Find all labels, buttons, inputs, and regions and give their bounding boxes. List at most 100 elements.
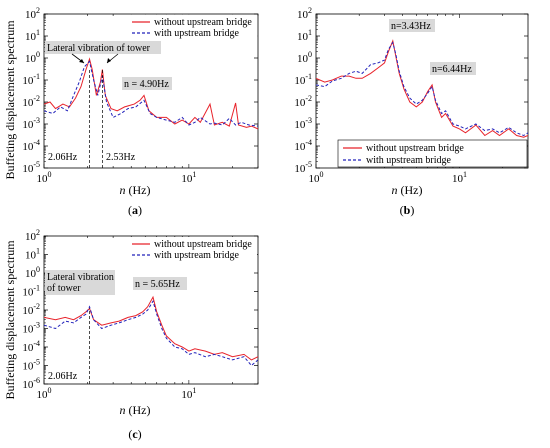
y-tick-exp-b: -4 xyxy=(305,138,312,147)
y-tick-base-b: 10 xyxy=(297,53,309,65)
vline-label-c-0: 2.06Hz xyxy=(48,371,78,382)
xlabel-a: n (Hz) xyxy=(120,183,151,197)
peak-label-a: n = 4.90Hz xyxy=(124,79,169,90)
y-tick-label-a: 10-4 xyxy=(22,138,40,153)
y-tick-exp-c: -5 xyxy=(33,358,40,367)
legend-label-c-0: without upstream bridge xyxy=(154,239,252,250)
panel-label-c: (c) xyxy=(128,427,141,441)
x-tick-base-a: 10 xyxy=(37,173,49,185)
x-tick-base-c: 10 xyxy=(37,389,49,401)
peak-box-a xyxy=(122,77,172,90)
y-tick-label-c: 10-4 xyxy=(22,339,40,354)
y-tick-base-a: 10 xyxy=(25,9,37,21)
y-tick-exp-b: -2 xyxy=(305,94,312,103)
y-tick-exp-c: 2 xyxy=(36,228,40,237)
x-tick-base-a: 10 xyxy=(181,173,193,185)
y-tick-label-a: 101 xyxy=(25,28,40,43)
y-tick-label-c: 102 xyxy=(25,228,40,243)
y-tick-label-b: 100 xyxy=(297,50,312,65)
y-tick-label-b: 10-1 xyxy=(294,72,312,87)
legend-box-c xyxy=(128,237,257,261)
xlabel-c: n (Hz) xyxy=(120,403,151,417)
y-tick-exp-a: 2 xyxy=(36,6,40,15)
y-tick-exp-c: -2 xyxy=(33,302,40,311)
series-line-c-0 xyxy=(44,295,258,361)
y-tick-exp-b: 0 xyxy=(308,50,312,59)
y-tick-label-b: 10-4 xyxy=(294,138,312,153)
peak-box-c xyxy=(133,277,187,290)
y-tick-base-c: 10 xyxy=(22,361,34,373)
x-tick-exp-b: 1 xyxy=(463,170,467,179)
vline-label-a-1: 2.53Hz xyxy=(106,152,136,163)
panel-label-b: (b) xyxy=(400,203,415,217)
y-tick-base-a: 10 xyxy=(25,53,37,65)
series-line-a-1 xyxy=(44,60,258,127)
y-tick-base-b: 10 xyxy=(294,141,306,153)
y-tick-base-c: 10 xyxy=(22,342,34,354)
x-tick-base-c: 10 xyxy=(181,389,193,401)
y-tick-base-c: 10 xyxy=(22,379,34,391)
y-tick-exp-b: 2 xyxy=(308,6,312,15)
legend-label-a-1: with upstream bridge xyxy=(154,28,240,39)
y-tick-base-c: 10 xyxy=(25,231,37,243)
y-tick-base-b: 10 xyxy=(294,163,306,175)
x-tick-exp-a: 0 xyxy=(48,170,52,179)
y-tick-base-b: 10 xyxy=(294,75,306,87)
x-tick-label-a: 100 xyxy=(37,170,52,185)
y-tick-exp-b: -5 xyxy=(305,160,312,169)
y-tick-base-b: 10 xyxy=(297,9,309,21)
y-tick-exp-c: -3 xyxy=(33,321,40,330)
x-tick-label-b: 101 xyxy=(452,170,467,185)
y-tick-label-b: 10-5 xyxy=(294,160,312,175)
legend-label-c-1: with upstream bridge xyxy=(154,250,240,261)
y-tick-exp-c: 0 xyxy=(36,265,40,274)
y-tick-label-b: 101 xyxy=(297,28,312,43)
legend-label-b-0: without upstream bridge xyxy=(366,143,464,154)
chart-a: Buffeting displacement spectrum 10-510-4… xyxy=(3,6,259,217)
annot-box-a xyxy=(45,41,161,54)
y-tick-base-a: 10 xyxy=(22,97,34,109)
legend-box-b xyxy=(337,139,528,168)
y-tick-label-b: 10-2 xyxy=(294,94,312,109)
y-tick-exp-c: -6 xyxy=(33,376,40,385)
peak-label-c: n = 5.65Hz xyxy=(135,279,180,290)
xlabel-unit-c: (Hz) xyxy=(126,403,151,417)
y-tick-label-c: 10-1 xyxy=(22,284,40,299)
xlabel-b: n (Hz) xyxy=(392,183,423,197)
arrowhead-a-0 xyxy=(79,59,84,63)
peak-label-b-0: n=3.43Hz xyxy=(391,21,431,32)
y-tick-label-b: 102 xyxy=(297,6,312,21)
y-tick-label-a: 10-2 xyxy=(22,94,40,109)
y-tick-label-a: 102 xyxy=(25,6,40,21)
plot-frame-a xyxy=(43,13,259,169)
y-tick-exp-c: -4 xyxy=(33,339,40,348)
y-tick-exp-a: -1 xyxy=(33,72,40,81)
y-tick-exp-a: -2 xyxy=(33,94,40,103)
y-tick-base-c: 10 xyxy=(22,324,34,336)
xlabel-unit-b: (Hz) xyxy=(398,183,423,197)
legend-box-a xyxy=(127,14,258,40)
y-tick-exp-b: -1 xyxy=(305,72,312,81)
y-tick-base-a: 10 xyxy=(22,119,34,131)
xlabel-var-b: n xyxy=(392,183,398,197)
y-tick-base-a: 10 xyxy=(25,31,37,43)
legend-label-b-1: with upstream bridge xyxy=(366,155,452,166)
series-line-b-0 xyxy=(316,39,528,138)
y-tick-exp-a: 0 xyxy=(36,50,40,59)
vline-label-a-0: 2.06Hz xyxy=(48,152,78,163)
xlabel-var-c: n xyxy=(120,403,126,417)
y-tick-base-c: 10 xyxy=(25,250,37,262)
peak-box-b-1 xyxy=(430,62,476,75)
x-tick-label-b: 100 xyxy=(309,170,324,185)
y-tick-label-a: 100 xyxy=(25,50,40,65)
y-tick-base-c: 10 xyxy=(25,268,37,280)
y-tick-label-c: 10-3 xyxy=(22,321,40,336)
annot-line-c: Lateral vibration xyxy=(47,272,114,283)
peak-box-b-0 xyxy=(389,19,435,32)
x-tick-exp-b: 0 xyxy=(320,170,324,179)
y-tick-label-c: 101 xyxy=(25,247,40,262)
y-tick-base-a: 10 xyxy=(22,141,34,153)
